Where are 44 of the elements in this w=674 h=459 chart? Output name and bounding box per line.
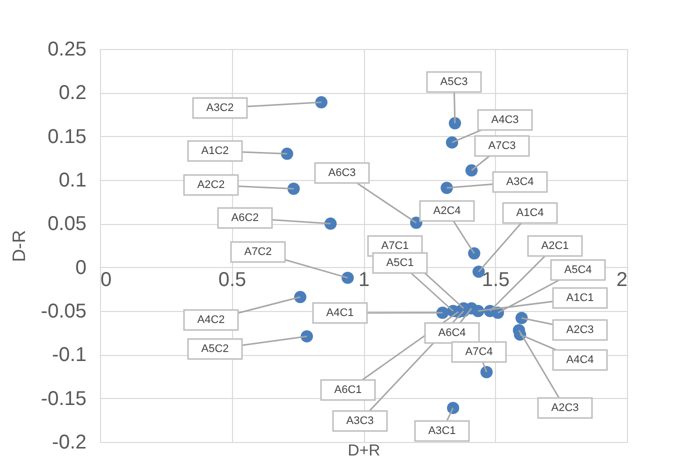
annotation: A2C1 — [541, 240, 569, 252]
annotation: A7C3 — [488, 140, 516, 152]
x-tick-label: 0 — [100, 268, 112, 291]
y-tick-label: 0.25 — [48, 38, 86, 60]
annotation: A5C4 — [564, 264, 592, 276]
annotation: A6C4 — [438, 327, 466, 339]
annotation: A4C1 — [326, 307, 354, 319]
annotation: A1C4 — [516, 207, 544, 219]
x-tick-label: 1 — [358, 268, 370, 291]
y-tick-label: 0.05 — [48, 213, 86, 236]
x-tick-label: 0.5 — [218, 268, 246, 291]
annotation: A4C2 — [197, 314, 225, 326]
y-tick-label: -0.2 — [52, 432, 86, 454]
y-tick-label: -0.05 — [40, 300, 86, 322]
annotation: A5C1 — [386, 257, 414, 269]
annotation: A4C4 — [566, 354, 594, 366]
y-tick-label: 0.2 — [58, 82, 86, 104]
annotation: A2C2 — [197, 179, 225, 191]
annotation: A1C1 — [566, 292, 594, 304]
annotation: A6C3 — [328, 167, 356, 179]
annotation: A2C3 — [566, 324, 594, 336]
annotation: A3C4 — [506, 176, 534, 188]
y-tick-label: 0.1 — [58, 170, 86, 192]
annotation: A5C3 — [440, 76, 468, 88]
annotation: A1C2 — [201, 145, 229, 157]
y-axis-title: D-R — [8, 230, 29, 262]
annotation: A2C3 — [551, 402, 579, 414]
x-tick-label: 1.5 — [482, 268, 510, 291]
y-tick-label: 0.15 — [48, 126, 86, 148]
x-tick-label: 2 — [616, 268, 628, 291]
annotation: A3C1 — [428, 425, 456, 437]
annotation: A2C4 — [433, 205, 461, 217]
y-tick-label: -0.15 — [40, 388, 86, 410]
annotation: A7C4 — [465, 346, 493, 358]
annotation: A5C2 — [201, 343, 229, 355]
annotation: A6C1 — [334, 384, 362, 396]
x-axis-title: D+R — [348, 442, 380, 459]
annotation: A6C2 — [231, 212, 259, 224]
annotation: A7C1 — [381, 240, 409, 252]
annotation: A3C3 — [346, 415, 374, 427]
annotation: A4C3 — [491, 114, 519, 126]
y-tick-label: -0.1 — [52, 344, 86, 366]
annotation: A3C2 — [206, 102, 234, 114]
annotation: A7C2 — [244, 246, 272, 258]
